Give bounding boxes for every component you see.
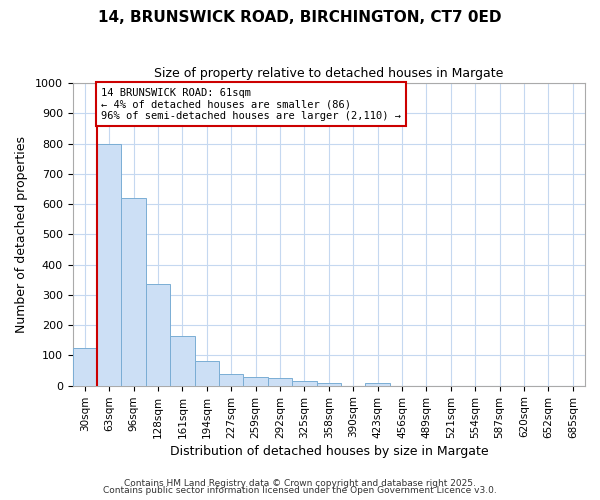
Bar: [73, 348, 97, 386]
Text: Contains public sector information licensed under the Open Government Licence v3: Contains public sector information licen…: [103, 486, 497, 495]
Bar: [194, 361, 219, 386]
Bar: [365, 384, 390, 386]
Text: 14, BRUNSWICK ROAD, BIRCHINGTON, CT7 0ED: 14, BRUNSWICK ROAD, BIRCHINGTON, CT7 0ED: [98, 10, 502, 25]
Title: Size of property relative to detached houses in Margate: Size of property relative to detached ho…: [154, 68, 503, 80]
Bar: [97, 144, 121, 386]
Bar: [317, 382, 341, 386]
Bar: [219, 374, 244, 386]
Bar: [121, 198, 146, 386]
X-axis label: Distribution of detached houses by size in Margate: Distribution of detached houses by size …: [170, 444, 488, 458]
Bar: [146, 284, 170, 386]
Text: 14 BRUNSWICK ROAD: 61sqm
← 4% of detached houses are smaller (86)
96% of semi-de: 14 BRUNSWICK ROAD: 61sqm ← 4% of detache…: [101, 88, 401, 121]
Bar: [244, 377, 268, 386]
Bar: [170, 336, 194, 386]
Bar: [292, 381, 317, 386]
Y-axis label: Number of detached properties: Number of detached properties: [15, 136, 28, 333]
Bar: [268, 378, 292, 386]
Text: Contains HM Land Registry data © Crown copyright and database right 2025.: Contains HM Land Registry data © Crown c…: [124, 478, 476, 488]
